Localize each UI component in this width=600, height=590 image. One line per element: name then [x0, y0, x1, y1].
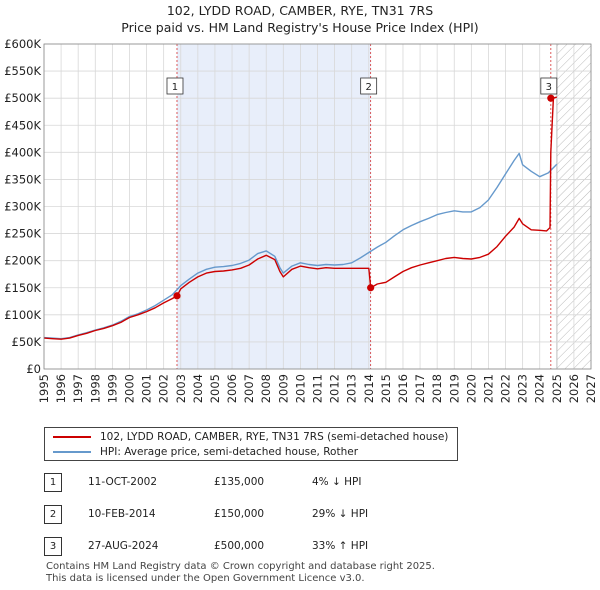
sale-number-badge: 2	[44, 505, 62, 524]
legend-label-hpi: HPI: Average price, semi-detached house,…	[100, 446, 359, 458]
x-tick-label: 1995	[37, 374, 51, 403]
chart-title: 102, LYDD ROAD, CAMBER, RYE, TN31 7RS Pr…	[0, 2, 600, 36]
x-tick-label: 2006	[225, 374, 239, 403]
x-tick-label: 2026	[567, 374, 581, 403]
y-tick-label: £500K	[4, 91, 41, 105]
sale-row: 1 11-OCT-2002 £135,000 4% ↓ HPI	[44, 473, 464, 493]
legend-label-property: 102, LYDD ROAD, CAMBER, RYE, TN31 7RS (s…	[100, 431, 449, 443]
sale-row: 2 10-FEB-2014 £150,000 29% ↓ HPI	[44, 505, 464, 525]
x-tick-label: 2004	[191, 374, 205, 403]
x-tick-label: 2027	[584, 374, 598, 403]
chart-legend: 102, LYDD ROAD, CAMBER, RYE, TN31 7RS (s…	[44, 427, 458, 461]
footer-licence: This data is licensed under the Open Gov…	[46, 573, 365, 584]
x-tick-label: 2021	[481, 374, 495, 403]
x-tick-label: 2007	[242, 374, 256, 403]
x-tick-label: 2022	[499, 374, 513, 403]
x-tick-label: 1996	[54, 374, 68, 403]
x-tick-label: 2002	[157, 374, 171, 403]
x-tick-label: 2014	[362, 374, 376, 403]
sale-label-number: 2	[365, 82, 371, 93]
x-tick-label: 2003	[174, 374, 188, 403]
sale-label-box	[540, 77, 558, 95]
sale-date: 27-AUG-2024	[88, 540, 159, 552]
sale-date: 11-OCT-2002	[88, 476, 157, 488]
sale-row: 3 27-AUG-2024 £500,000 33% ↑ HPI	[44, 537, 464, 557]
y-tick-label: £600K	[4, 37, 41, 51]
sale-date: 10-FEB-2014	[88, 508, 156, 520]
chart-title-line2: Price paid vs. HM Land Registry's House …	[121, 20, 479, 35]
x-tick-label: 2024	[533, 374, 547, 403]
x-tick-label: 2011	[311, 374, 325, 403]
x-tick-label: 1998	[88, 374, 102, 403]
x-tick-label: 2017	[413, 374, 427, 403]
sale-hpi-change: 33% ↑ HPI	[312, 540, 369, 552]
x-tick-label: 2013	[345, 374, 359, 403]
x-tick-label: 2018	[430, 374, 444, 403]
sale-number-badge: 3	[44, 537, 62, 556]
y-tick-label: £200K	[4, 254, 41, 268]
plot-frame	[43, 43, 592, 370]
price-chart: £0 £50K £100K £150K £200K £250K £300K £350K £400…	[4, 37, 598, 403]
chart-title-line1: 102, LYDD ROAD, CAMBER, RYE, TN31 7RS	[166, 3, 434, 18]
sale-point	[367, 284, 375, 292]
sale-price: £500,000	[214, 540, 265, 552]
sale-number-badge: 1	[44, 473, 62, 492]
hpi-line	[43, 152, 558, 340]
x-tick-label: 1999	[105, 374, 119, 403]
y-tick-label: £150K	[4, 281, 41, 295]
x-tick-label: 2015	[379, 374, 393, 403]
sale-point	[547, 94, 555, 102]
sale-label-box	[166, 77, 184, 95]
y-tick-label: £450K	[4, 118, 41, 132]
sale-label-number: 1	[172, 82, 178, 93]
property-price-line	[43, 96, 558, 340]
y-tick-label: £400K	[4, 145, 41, 159]
legend-item-property: 102, LYDD ROAD, CAMBER, RYE, TN31 7RS (s…	[53, 430, 448, 444]
footer: Contains HM Land Registry data © Crown c…	[46, 561, 435, 585]
x-tick-label: 2005	[208, 374, 222, 403]
sale-price: £135,000	[214, 476, 265, 488]
x-tick-label: 2019	[447, 374, 461, 403]
y-tick-label: £50K	[12, 335, 42, 349]
x-tick-label: 1997	[71, 374, 85, 403]
y-tick-label: £350K	[4, 172, 41, 186]
sale-label-number: 3	[546, 82, 552, 93]
x-tick-label: 2020	[464, 374, 478, 403]
x-tick-label: 2012	[328, 374, 342, 403]
footer-copyright: Contains HM Land Registry data © Crown c…	[46, 561, 435, 572]
sale-price: £150,000	[214, 508, 265, 520]
y-tick-label: £550K	[4, 64, 41, 78]
legend-item-hpi: HPI: Average price, semi-detached house,…	[53, 445, 358, 459]
x-tick-label: 2023	[516, 374, 530, 403]
x-tick-label: 2008	[259, 374, 273, 403]
legend-swatch-hpi	[53, 451, 91, 453]
sale-hpi-change: 4% ↓ HPI	[312, 476, 362, 488]
y-tick-label: £100K	[4, 308, 41, 322]
sale-point	[173, 292, 181, 300]
y-tick-label: £0	[26, 362, 41, 376]
x-tick-label: 2009	[276, 374, 290, 403]
legend-swatch-property	[53, 436, 91, 438]
sale-hpi-change: 29% ↓ HPI	[312, 508, 369, 520]
x-tick-label: 2001	[140, 374, 154, 403]
x-tick-label: 2025	[550, 374, 564, 403]
y-tick-label: £300K	[4, 200, 41, 214]
y-tick-label: £250K	[4, 227, 41, 241]
x-tick-label: 2000	[122, 374, 136, 403]
x-tick-label: 2016	[396, 374, 410, 403]
sale-label-box	[360, 77, 378, 95]
x-tick-label: 2010	[293, 374, 307, 403]
